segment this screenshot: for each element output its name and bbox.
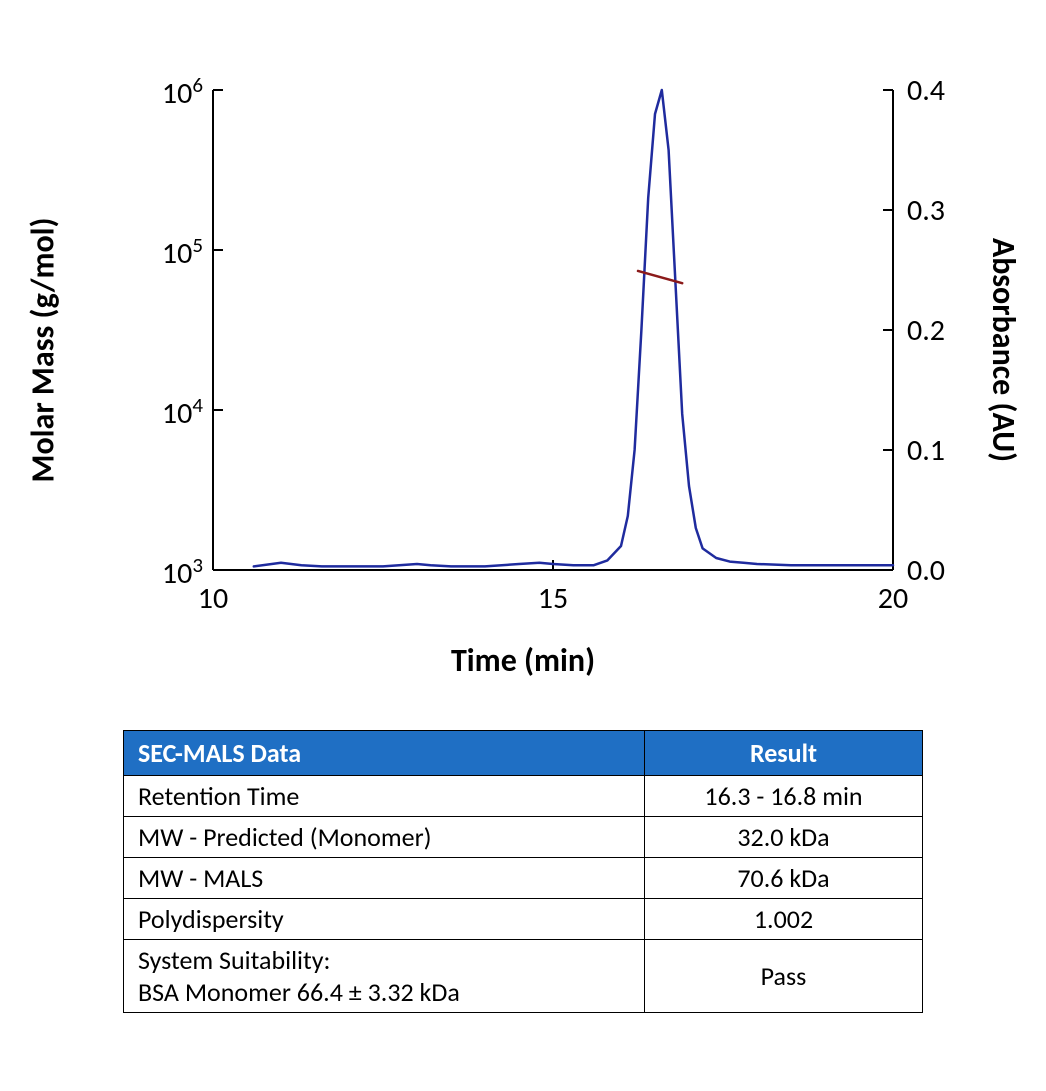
x-axis-label: Time (min) [451,641,595,680]
table-header-row: SEC-MALS DataResult [124,731,923,776]
plot-svg [73,30,973,670]
sec-mals-table: SEC-MALS DataResult Retention Time16.3 -… [123,730,923,1013]
table-header-cell: Result [645,731,923,776]
table-cell: 32.0 kDa [645,817,923,858]
table-row: MW - MALS70.6 kDa [124,858,923,899]
table-cell: Polydispersity [124,899,645,940]
table-cell: MW - Predicted (Monomer) [124,817,645,858]
table-row: Polydispersity1.002 [124,899,923,940]
table-row: MW - Predicted (Monomer)32.0 kDa [124,817,923,858]
chromatogram-chart: Molar Mass (g/mol) Absorbance (AU) Time … [73,30,973,670]
table-cell: System Suitability:BSA Monomer 66.4 ± 3.… [124,940,645,1013]
table-cell: 1.002 [645,899,923,940]
table-cell: 70.6 kDa [645,858,923,899]
table-header-cell: SEC-MALS Data [124,731,645,776]
table-row: Retention Time16.3 - 16.8 min [124,776,923,817]
table-cell: 16.3 - 16.8 min [645,776,923,817]
y-right-axis-label: Absorbance (AU) [984,238,1023,462]
table-row: System Suitability:BSA Monomer 66.4 ± 3.… [124,940,923,1013]
y-left-axis-label: Molar Mass (g/mol) [24,217,63,482]
table-cell: MW - MALS [124,858,645,899]
table-body: Retention Time16.3 - 16.8 minMW - Predic… [124,776,923,1013]
table-cell: Retention Time [124,776,645,817]
table-cell: Pass [645,940,923,1013]
